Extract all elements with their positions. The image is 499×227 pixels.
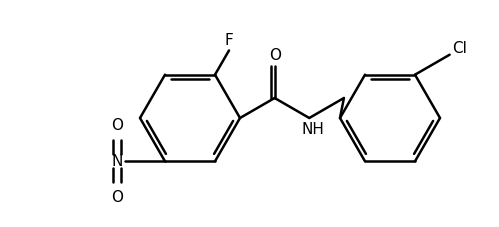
Text: O: O xyxy=(268,49,280,64)
Text: O: O xyxy=(111,190,123,205)
Text: F: F xyxy=(225,33,234,48)
Text: O: O xyxy=(111,118,123,133)
Text: N: N xyxy=(111,154,123,169)
Text: NH: NH xyxy=(302,123,325,138)
Text: Cl: Cl xyxy=(452,41,467,56)
